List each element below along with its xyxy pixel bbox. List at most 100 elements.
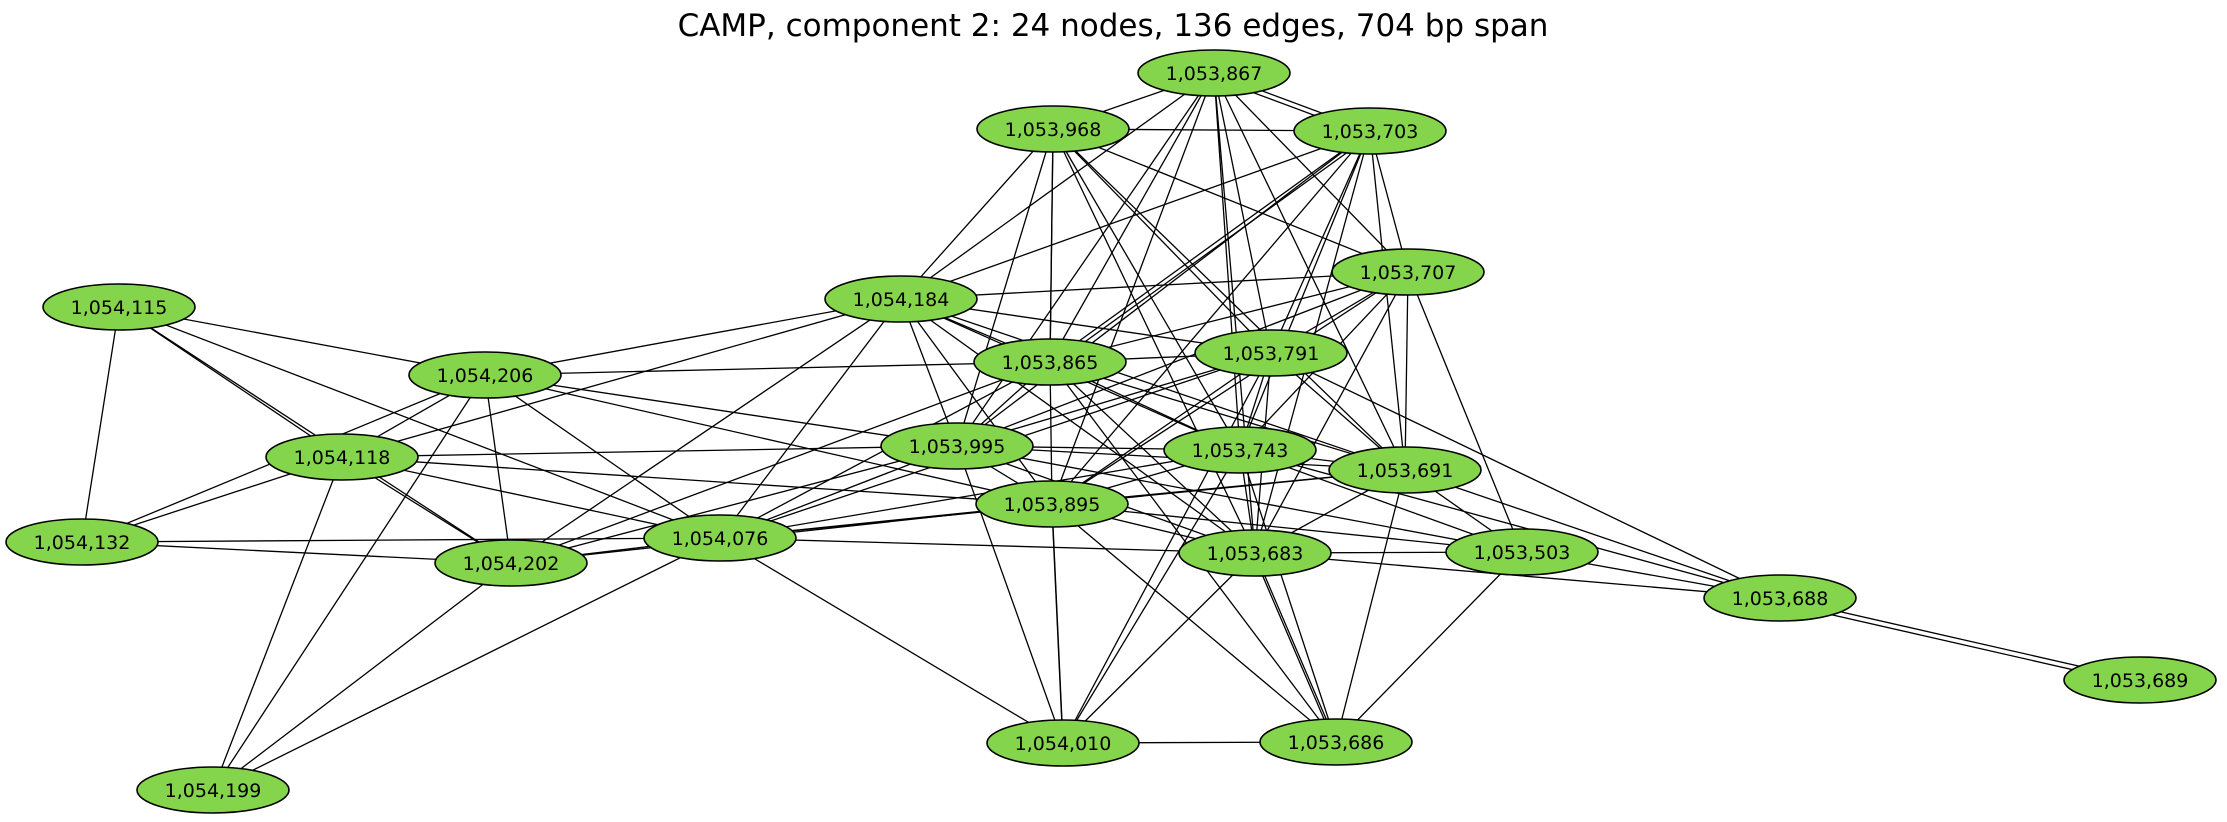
graph-edge [212,456,343,791]
graph-edge [1052,128,1406,471]
node-label: 1,053,867 [1166,63,1263,85]
graph-edge [1404,469,1781,599]
node-ellipse [5,518,159,566]
graph-node: 1,054,206 [408,351,562,399]
graph-edge [212,562,512,791]
graph-edge [900,298,958,447]
graph-node: 1,053,503 [1445,528,1599,576]
node-ellipse [2063,656,2217,704]
graph-node: 1,054,202 [434,539,588,587]
graph-edge [1049,133,1054,368]
node-ellipse [1194,329,1348,377]
graph-edge [1051,503,1523,553]
graph-node: 1,053,791 [1194,329,1348,377]
graph-edge [719,449,1241,539]
graph-edge [956,128,1054,447]
node-ellipse [824,275,978,323]
node-label: 1,054,115 [71,297,168,319]
node-ellipse [265,433,419,481]
node-label: 1,053,707 [1360,262,1457,284]
node-ellipse [1331,248,1485,296]
graph-edge [1270,130,1371,354]
graph-edge [1213,72,1409,273]
graph-edge [900,72,1215,300]
graph-node: 1,054,199 [136,766,290,814]
graph-edge [1254,557,1337,748]
node-ellipse [1163,426,1317,474]
graph-node: 1,053,688 [1703,574,1857,622]
graph-node: 1,053,865 [973,338,1127,386]
node-ellipse [1328,446,1482,494]
node-ellipse [1445,528,1599,576]
graph-node: 1,054,076 [643,514,797,562]
node-label: 1,054,199 [165,780,262,802]
graph-edge [1239,449,1337,743]
graph-edge [956,271,1409,447]
graph-edge [719,298,902,539]
node-label: 1,054,202 [463,553,560,575]
graph-node: 1,054,118 [265,433,419,481]
graph-edge [1049,361,1406,471]
node-label: 1,053,791 [1223,343,1320,365]
graph-edge [1239,130,1371,451]
node-ellipse [973,338,1127,386]
graph-node: 1,054,132 [5,518,159,566]
graph-node: 1,053,689 [2063,656,2217,704]
edges-layer [81,72,2141,791]
node-label: 1,053,686 [1288,732,1385,754]
graph-edge [1052,128,1256,554]
graph-edge [1051,130,1371,505]
graph-node: 1,053,686 [1259,718,1413,766]
graph-node: 1,053,743 [1163,426,1317,474]
graph-edge [1407,271,1523,553]
node-ellipse [986,719,1140,767]
graph-edge [1049,135,1371,368]
graph-edge [212,374,486,791]
node-ellipse [976,105,1130,153]
node-label: 1,054,010 [1015,733,1112,755]
graph-edge [719,537,1256,554]
node-label: 1,053,895 [1004,494,1101,516]
graph-edge [484,374,958,447]
node-ellipse [643,514,797,562]
node-ellipse [1703,574,1857,622]
node-label: 1,054,184 [853,289,950,311]
graph-node: 1,053,895 [975,480,1129,528]
node-label: 1,053,503 [1474,542,1571,564]
graph-edge [900,271,1409,300]
graph-edge [484,298,902,376]
graph-node: 1,053,707 [1331,248,1485,296]
graph-edge [81,306,120,543]
graph-edge [900,128,1054,300]
graph-edge [484,374,1053,505]
graph-edge [510,361,1051,564]
graph-edge [719,537,1064,744]
graph-edge [1051,72,1215,505]
graph-edge [212,537,721,791]
graph-node: 1,053,703 [1293,107,1447,155]
graph-edge [956,72,1215,447]
graph-edge [1049,130,1371,363]
graph-edge [1049,72,1215,363]
graph-edge [1062,449,1241,744]
graph-edge [510,445,958,564]
graph-edge [1404,271,1409,471]
graph-edge [1270,352,1781,599]
graph-edge [1369,130,1406,471]
graph-edge [900,130,1371,300]
graph-edge [1051,503,1337,743]
graph-edge [1213,72,1406,471]
node-label: 1,054,132 [34,532,131,554]
node-label: 1,054,206 [437,365,534,387]
nodes-layer: 1,053,867 1,053,968 1,053,703 1,053,707 1,05… [5,49,2217,814]
graph-edge [118,306,721,539]
node-label: 1,054,076 [672,528,769,550]
node-ellipse [42,283,196,331]
graph-edge [484,361,1051,376]
graph-edge [956,445,1523,553]
graph-edge [341,298,902,458]
graph-edge [1335,551,1523,743]
node-ellipse [1178,529,1332,577]
node-label: 1,053,703 [1322,121,1419,143]
